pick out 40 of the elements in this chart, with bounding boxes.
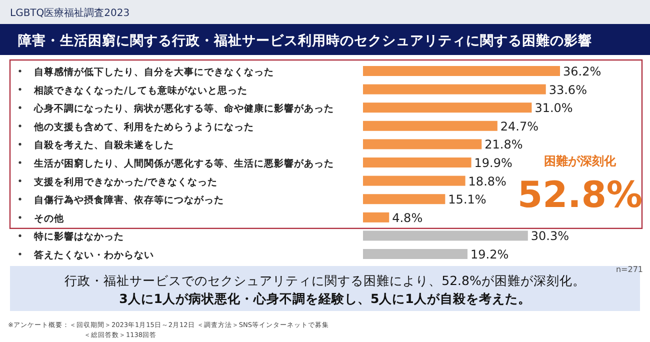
bar xyxy=(363,139,482,150)
bar xyxy=(363,194,446,204)
bar xyxy=(363,120,498,131)
bar xyxy=(363,249,468,259)
annotation: 困難が深刻化 xyxy=(544,154,617,168)
y-tick-label: 他の支援も含めて、利用をためらうようになった xyxy=(33,120,254,133)
text: 行政・福祉サービスでのセクシュアリティに関する困難により、52.8%が困難が深刻化。 xyxy=(64,273,586,288)
y-tick-label: 心身不調になったり、病状が悪化する等、命や健康に影響があった xyxy=(33,102,334,115)
data-label: 31.0% xyxy=(534,101,573,116)
bar xyxy=(363,212,390,222)
y-tick-label: 相談できなくなった/しても意味がないと思った xyxy=(33,84,248,96)
data-label: 19.9% xyxy=(474,156,512,170)
y-tick-label: 生活が困窮したり、人間関係が悪化する等、生活に悪影響があった xyxy=(33,158,334,170)
data-label: 36.2% xyxy=(563,64,602,78)
bar xyxy=(363,176,466,186)
data-label: 30.3% xyxy=(530,229,570,244)
bar xyxy=(363,66,560,76)
data-label: 18.8% xyxy=(468,174,506,188)
y-tick-label: 特に影響はなかった xyxy=(33,230,124,243)
y-tick-label: 答えたくない・わからない xyxy=(33,249,154,261)
data-label: 21.8% xyxy=(484,138,523,152)
bar xyxy=(363,102,532,113)
data-label: 24.7% xyxy=(500,119,539,134)
y-tick-label: 自傷行為や摂食障害、依存等につながった xyxy=(34,194,224,206)
bar xyxy=(363,158,472,168)
y-tick-label: 支援を利用できなかった/できなくなった xyxy=(33,176,218,188)
text: 3人に1人が病状悪化・心身不調を経験し、5人に1人が自殺を考えた。 xyxy=(119,291,531,306)
text: n=271 xyxy=(616,265,643,274)
y-tick-label: その他 xyxy=(34,212,65,224)
data-label: 19.2% xyxy=(470,248,509,262)
text: LGBTQ医療福祉調査2023 xyxy=(10,7,130,19)
y-tick-label: 自尊感情が低下したり、自分を大事にできなくなった xyxy=(34,66,274,78)
bar xyxy=(363,230,528,241)
data-label: 15.1% xyxy=(448,192,486,207)
data-label: 33.6% xyxy=(548,82,587,97)
y-tick-label: 自殺を考えた、自殺未遂をした xyxy=(34,139,174,152)
annotation: 52.8% xyxy=(518,175,642,216)
bar xyxy=(363,84,546,94)
data-label: 4.8% xyxy=(392,210,423,225)
chart-title: 障害・生活困窮に関する行政・福祉サービス利用時のセクシュアリティに関する困難の影響 xyxy=(18,32,592,49)
